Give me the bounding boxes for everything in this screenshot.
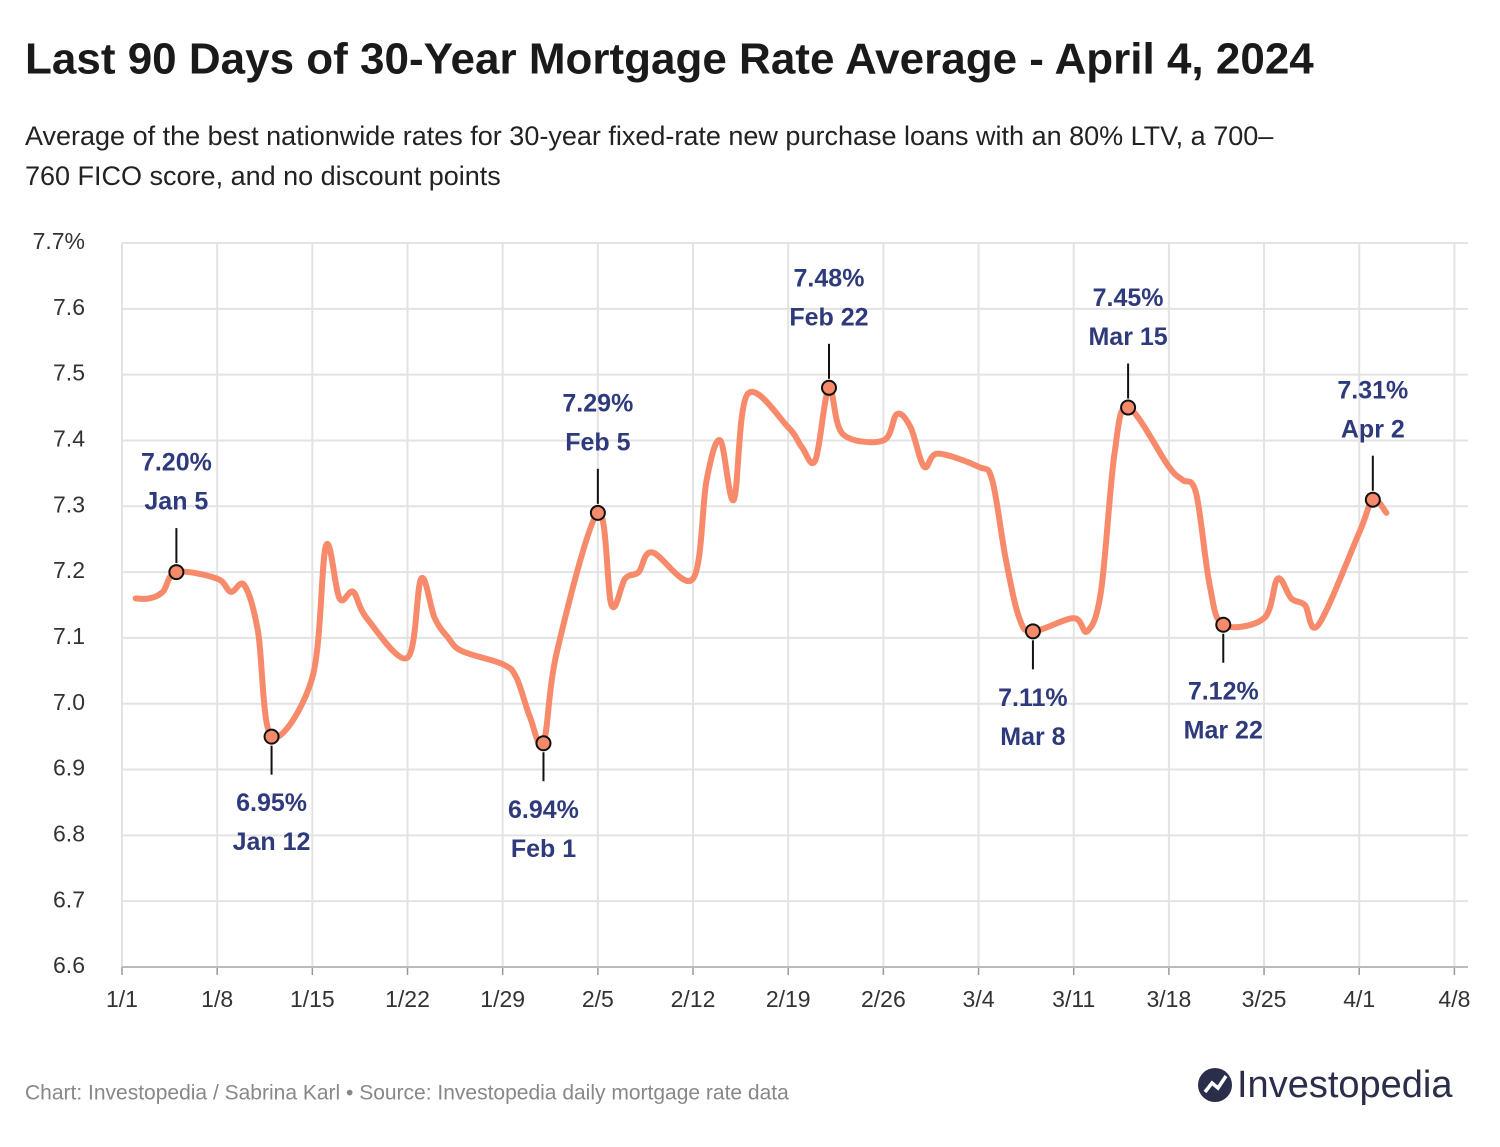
highlight-point <box>589 504 606 521</box>
x-tick-label: 4/8 <box>1438 986 1470 1012</box>
annotation-date: Apr 2 <box>1341 415 1405 443</box>
logo: Investopedia <box>1198 1064 1453 1106</box>
annotation-value: 7.12% <box>1188 677 1259 705</box>
y-tick-label: 6.8 <box>53 820 85 846</box>
annotation-value: 7.48% <box>794 264 865 292</box>
line-series <box>132 384 1390 749</box>
logo-text: Investopedia <box>1237 1064 1453 1106</box>
y-tick-label: 6.7 <box>53 886 85 912</box>
highlight-point <box>263 728 280 745</box>
x-tick-label: 1/15 <box>290 986 335 1012</box>
annotation-value: 6.94% <box>508 796 579 824</box>
logo-icon-line <box>1203 1075 1228 1094</box>
source-note: Chart: Investopedia / Sabrina Karl • Sou… <box>25 1082 789 1105</box>
x-tick-label: 3/11 <box>1052 986 1095 1012</box>
x-tick-label: 2/26 <box>861 986 906 1012</box>
x-tick-label: 4/1 <box>1343 986 1375 1012</box>
x-tick-label: 1/8 <box>201 986 233 1012</box>
x-tick-label: 1/1 <box>106 986 138 1012</box>
annotation-date: Jan 5 <box>144 488 208 516</box>
x-tick-label: 2/12 <box>671 986 716 1012</box>
annotation-date: Feb 22 <box>789 303 868 331</box>
annotation-date: Jan 12 <box>233 828 311 856</box>
highlight-point <box>1364 491 1381 508</box>
x-tick-label: 3/4 <box>963 986 995 1012</box>
x-tick-label: 2/19 <box>766 986 811 1012</box>
y-tick-label: 7.5 <box>53 360 85 386</box>
highlight-point <box>535 735 552 752</box>
annotation-value: 7.20% <box>141 449 212 477</box>
x-tick-label: 3/18 <box>1147 986 1192 1012</box>
y-tick-label: 7.7% <box>33 228 85 254</box>
annotation-value: 7.31% <box>1337 376 1408 404</box>
annotation-value: 7.11% <box>998 684 1068 712</box>
x-tick-label: 1/22 <box>385 986 430 1012</box>
annotation-date: Mar 22 <box>1184 716 1263 744</box>
highlight-point <box>1024 623 1041 640</box>
highlight-point <box>1120 399 1137 416</box>
y-tick-label: 7.4 <box>53 426 85 452</box>
x-tick-label: 1/29 <box>480 986 525 1012</box>
chart-subtitle: Average of the best nationwide rates for… <box>25 121 1273 151</box>
annotation-date: Feb 1 <box>511 835 576 863</box>
annotation-value: 7.29% <box>562 389 633 417</box>
highlight-point <box>1215 616 1232 633</box>
highlight-point <box>820 379 837 396</box>
x-tick-label: 3/25 <box>1242 986 1287 1012</box>
chart-subtitle: 760 FICO score, and no discount points <box>25 161 501 191</box>
annotation-value: 6.95% <box>236 789 307 817</box>
y-tick-label: 7.1 <box>53 623 85 649</box>
y-tick-label: 7.2 <box>53 557 85 583</box>
chart-title: Last 90 Days of 30-Year Mortgage Rate Av… <box>25 35 1314 84</box>
annotation-date: Mar 15 <box>1088 323 1167 351</box>
highlight-point <box>168 564 185 581</box>
annotation-date: Feb 5 <box>565 428 630 456</box>
x-tick-label: 2/5 <box>582 986 614 1012</box>
annotation-value: 7.45% <box>1093 284 1164 312</box>
y-tick-label: 6.9 <box>53 755 85 781</box>
y-tick-label: 7.6 <box>53 294 85 320</box>
y-tick-label: 7.0 <box>53 689 85 715</box>
y-tick-label: 6.6 <box>53 952 85 978</box>
annotation-date: Mar 8 <box>1000 723 1065 751</box>
y-tick-label: 7.3 <box>53 491 85 517</box>
